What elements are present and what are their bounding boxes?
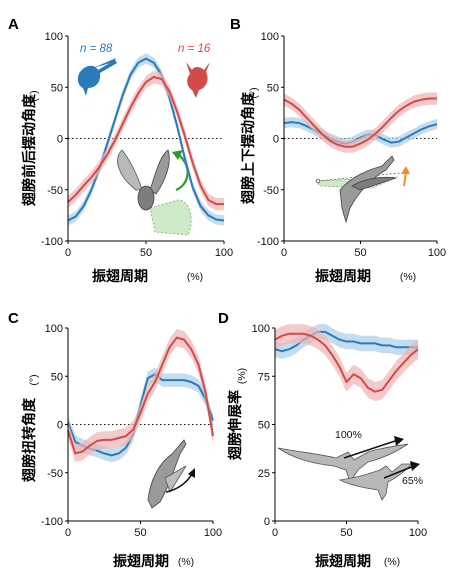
y-tick-label: -50 [47, 468, 63, 480]
panel-c-ylabel: 翅膀扭转角度 [21, 397, 38, 483]
y-tick-label: 0 [264, 516, 270, 528]
panel-a-xunit: (%) [187, 271, 203, 283]
y-tick-label: 50 [51, 82, 63, 94]
panel-b-xunit: (%) [400, 271, 416, 283]
spread-percent-label: 100% [335, 429, 362, 441]
series-line-blue [274, 330, 418, 353]
sunbird-icon [186, 62, 210, 98]
panel-d-xlabel: 振翅周期 [315, 553, 371, 570]
plot-d: 100 75 50 25 00 50 100 [252, 323, 428, 539]
x-tick-label: 0 [281, 247, 287, 259]
series-band-red [284, 92, 437, 153]
y-tick-label: 50 [258, 420, 270, 432]
x-tick-label: 50 [340, 527, 352, 539]
series-line-red [67, 76, 224, 206]
y-tick-label: 75 [258, 371, 270, 383]
folded-percent-label: 65% [402, 475, 423, 487]
panel-c-xlabel: 振翅周期 [113, 553, 169, 570]
y-tick-label: 25 [258, 468, 270, 480]
series-line-red [67, 336, 214, 455]
y-tick-label: 100 [252, 323, 270, 335]
legend-hummingbird: n = 88 [80, 43, 113, 55]
panel-c-xunit: (%) [178, 556, 194, 568]
x-tick-label: 50 [140, 247, 152, 259]
y-tick-label: 50 [51, 371, 63, 383]
x-tick-label: 0 [65, 247, 71, 259]
panel-b: B 翅膀上下摆动角度 (°) 振翅周期 (%) [230, 16, 416, 285]
panel-d-yunit: (%) [236, 368, 248, 384]
legend-sunbird: n = 16 [178, 43, 211, 55]
elevation-illustration [315, 155, 410, 224]
x-tick-label: 100 [204, 527, 222, 539]
series-line-blue [67, 57, 225, 222]
y-tick-label: -100 [41, 236, 63, 248]
y-tick-label: -50 [47, 185, 63, 197]
panel-b-ylabel: 翅膀上下摆动角度 [240, 91, 257, 205]
twist-illustration [147, 439, 195, 509]
x-tick-label: 0 [272, 527, 278, 539]
panel-d-xunit: (%) [384, 556, 400, 568]
folded-wing-illustration: 65% [338, 461, 423, 501]
y-tick-label: 100 [261, 31, 279, 43]
panel-b-yunit: (°) [248, 87, 260, 98]
y-tick-label: 0 [57, 420, 63, 432]
panel-c-label: C [8, 310, 19, 327]
panel-d-ylabel: 翅膀伸展率 [227, 390, 244, 461]
series-line-red [274, 332, 419, 393]
panel-c: C 翅膀扭转角度 (°) 振翅周期 (%) [8, 310, 195, 570]
spread-wing-illustration: 100% [277, 429, 409, 483]
x-tick-label: 100 [428, 247, 446, 259]
panel-b-label: B [230, 16, 241, 33]
y-tick-label: -50 [263, 185, 279, 197]
panel-d: D 翅膀伸展率 (%) 振翅周期 (%) 100% 65% [218, 310, 423, 570]
y-tick-label: -100 [257, 236, 279, 248]
series-band-red [68, 70, 224, 211]
series-line-red [283, 97, 437, 148]
y-tick-label: 100 [45, 323, 63, 335]
panel-a-yunit: (°) [28, 90, 40, 101]
y-tick-label: 0 [273, 134, 279, 146]
x-tick-label: 0 [65, 527, 71, 539]
y-tick-label: 100 [45, 31, 63, 43]
panel-c-yunit: (°) [28, 374, 40, 385]
y-tick-label: 50 [267, 82, 279, 94]
x-tick-label: 50 [354, 247, 366, 259]
x-tick-label: 100 [409, 527, 427, 539]
panel-d-label: D [218, 310, 229, 327]
panel-a-label: A [8, 16, 19, 33]
x-tick-label: 50 [134, 527, 146, 539]
wing-stroke-illustration [117, 149, 192, 236]
series-band-red [275, 324, 418, 402]
panel-a-xlabel: 振翅周期 [92, 268, 148, 285]
series-band-blue [68, 53, 224, 226]
hummingbird-icon [77, 58, 117, 96]
panel-a-ylabel: 翅膀前后摆动角度 [21, 93, 38, 207]
panel-a: A 翅膀前后摆动角度 (°) 振翅周期 (%) n = 88 n = 16 [8, 16, 211, 285]
y-tick-label: -100 [41, 516, 63, 528]
panel-b-xlabel: 振翅周期 [315, 268, 371, 285]
series-band-red [68, 329, 213, 463]
x-tick-label: 100 [215, 247, 233, 259]
y-tick-label: 0 [57, 134, 63, 146]
